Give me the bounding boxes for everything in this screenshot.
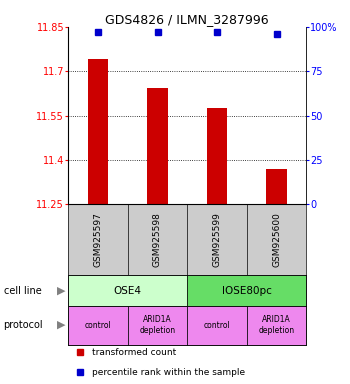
Text: GSM925597: GSM925597 [93, 212, 103, 267]
Bar [128, 306, 187, 345]
Title: GDS4826 / ILMN_3287996: GDS4826 / ILMN_3287996 [105, 13, 269, 26]
Text: ARID1A
depletion: ARID1A depletion [139, 315, 176, 335]
Text: IOSE80pc: IOSE80pc [222, 286, 272, 296]
Bar [147, 88, 168, 204]
Text: ARID1A
depletion: ARID1A depletion [258, 315, 295, 335]
Bar [68, 306, 128, 345]
Text: ▶: ▶ [57, 286, 65, 296]
Text: control: control [85, 321, 111, 329]
Text: GSM925598: GSM925598 [153, 212, 162, 267]
Bar [68, 275, 187, 306]
Bar [206, 108, 228, 204]
Text: transformed count: transformed count [92, 348, 176, 357]
Text: ▶: ▶ [57, 320, 65, 330]
Text: GSM925600: GSM925600 [272, 212, 281, 267]
Text: cell line: cell line [4, 286, 41, 296]
Bar [247, 306, 306, 345]
Text: percentile rank within the sample: percentile rank within the sample [92, 368, 245, 377]
Text: protocol: protocol [4, 320, 43, 330]
Bar [187, 306, 247, 345]
Bar [88, 60, 108, 204]
Text: GSM925599: GSM925599 [212, 212, 222, 267]
Bar [187, 275, 306, 306]
Text: control: control [204, 321, 230, 329]
Bar [266, 169, 287, 204]
Text: OSE4: OSE4 [114, 286, 142, 296]
